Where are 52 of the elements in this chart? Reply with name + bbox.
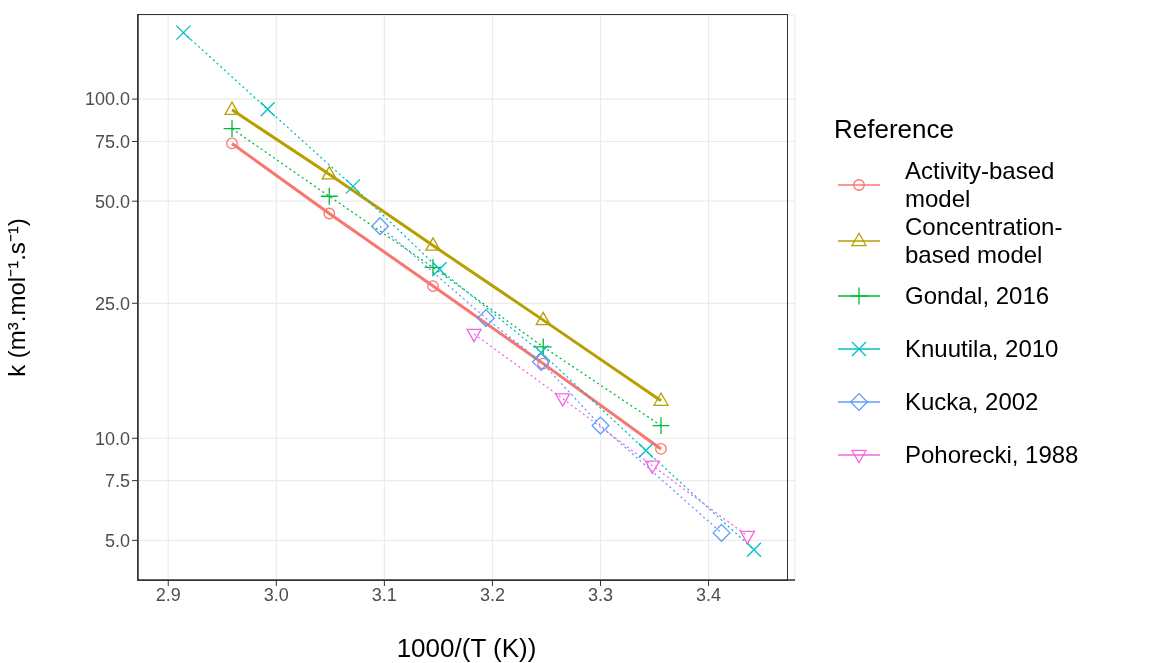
x-tick-label: 3.2 bbox=[479, 584, 505, 605]
legend-label: Pohorecki, 1988 bbox=[905, 440, 1080, 469]
legend-title: Reference bbox=[834, 114, 955, 145]
point bbox=[534, 337, 553, 356]
point bbox=[175, 25, 192, 41]
y-tick-label: 100.0 bbox=[84, 89, 130, 110]
point bbox=[532, 352, 551, 371]
point bbox=[323, 207, 336, 220]
x-tick-label: 3.4 bbox=[696, 584, 722, 605]
point bbox=[222, 119, 242, 138]
point bbox=[476, 309, 495, 328]
point bbox=[224, 101, 240, 115]
x-tick-label: 3.1 bbox=[371, 584, 397, 605]
point bbox=[371, 217, 390, 236]
x-tick-label: 3.0 bbox=[263, 584, 289, 605]
legend-label: Concentration-based model bbox=[905, 213, 1064, 269]
y-tick-label: 25.0 bbox=[94, 293, 130, 314]
point bbox=[651, 416, 671, 435]
point bbox=[644, 460, 661, 475]
y-tick-label: 7.5 bbox=[104, 471, 130, 492]
x-tick-label: 2.9 bbox=[155, 584, 181, 605]
point bbox=[260, 101, 276, 117]
point bbox=[423, 258, 443, 277]
y-tick-label: 10.0 bbox=[94, 428, 130, 449]
point bbox=[427, 280, 439, 292]
point bbox=[466, 328, 482, 343]
y-tick-label: 5.0 bbox=[104, 530, 130, 551]
x-axis-title: 1000/(T (K)) bbox=[396, 633, 537, 663]
point bbox=[555, 393, 571, 407]
point bbox=[431, 261, 448, 277]
legend-label: Activity-based model bbox=[905, 157, 1056, 213]
point bbox=[533, 344, 549, 361]
legend-label: Knuutila, 2010 bbox=[905, 334, 1060, 363]
y-tick-label: 75.0 bbox=[94, 131, 130, 152]
point bbox=[321, 165, 337, 180]
point bbox=[746, 542, 762, 558]
point bbox=[425, 237, 441, 251]
point bbox=[226, 137, 238, 150]
point bbox=[712, 523, 731, 542]
x-tick-label: 3.3 bbox=[587, 584, 614, 605]
y-tick-label: 50.0 bbox=[94, 191, 130, 212]
point bbox=[638, 442, 654, 459]
point bbox=[320, 187, 339, 206]
point bbox=[739, 530, 756, 545]
point bbox=[655, 443, 667, 455]
point bbox=[653, 392, 669, 406]
point bbox=[535, 311, 551, 326]
legend-label: Kucka, 2002 bbox=[905, 387, 1040, 416]
legend-label: Gondal, 2016 bbox=[905, 281, 1051, 310]
point bbox=[591, 416, 610, 435]
y-axis-title: k (m³.mol⁻¹.s⁻¹) bbox=[2, 218, 30, 377]
point bbox=[345, 178, 361, 195]
